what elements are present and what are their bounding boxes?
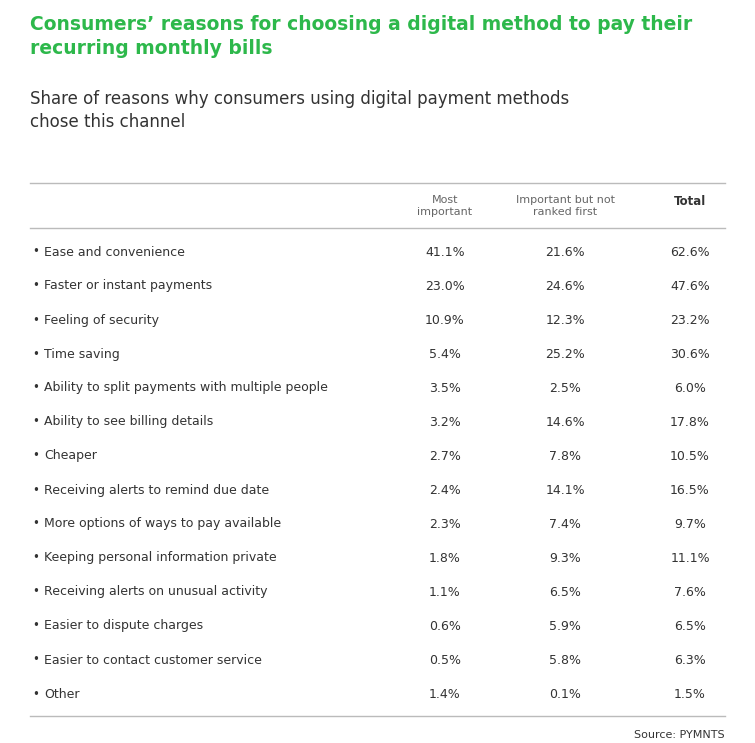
Text: Easier to dispute charges: Easier to dispute charges — [44, 620, 203, 632]
Text: 7.6%: 7.6% — [674, 585, 706, 599]
Text: 2.3%: 2.3% — [429, 518, 461, 531]
Text: 1.4%: 1.4% — [429, 687, 461, 701]
Text: 0.1%: 0.1% — [549, 687, 581, 701]
Text: Other: Other — [44, 687, 79, 701]
Text: 30.6%: 30.6% — [670, 348, 710, 360]
Text: •: • — [32, 518, 39, 531]
Text: •: • — [32, 314, 39, 326]
Text: 25.2%: 25.2% — [545, 348, 585, 360]
Text: Source: PYMNTS: Source: PYMNTS — [634, 730, 725, 740]
Text: 2.5%: 2.5% — [549, 381, 581, 395]
Text: 14.1%: 14.1% — [545, 484, 585, 496]
Text: Easier to contact customer service: Easier to contact customer service — [44, 654, 262, 666]
Text: 10.5%: 10.5% — [670, 450, 710, 462]
Text: 6.5%: 6.5% — [674, 620, 706, 632]
Text: •: • — [32, 687, 39, 701]
Text: 7.4%: 7.4% — [549, 518, 581, 531]
Text: Ease and convenience: Ease and convenience — [44, 245, 185, 259]
Text: 62.6%: 62.6% — [670, 245, 710, 259]
Text: •: • — [32, 585, 39, 599]
Text: Feeling of security: Feeling of security — [44, 314, 159, 326]
Text: 0.6%: 0.6% — [429, 620, 461, 632]
Text: 17.8%: 17.8% — [670, 415, 710, 429]
Text: More options of ways to pay available: More options of ways to pay available — [44, 518, 281, 531]
Text: •: • — [32, 484, 39, 496]
Text: •: • — [32, 654, 39, 666]
Text: 1.5%: 1.5% — [674, 687, 706, 701]
Text: Receiving alerts to remind due date: Receiving alerts to remind due date — [44, 484, 269, 496]
Text: Ability to see billing details: Ability to see billing details — [44, 415, 213, 429]
Text: •: • — [32, 279, 39, 293]
Text: 3.2%: 3.2% — [429, 415, 461, 429]
Text: Total: Total — [674, 195, 706, 208]
Text: 21.6%: 21.6% — [545, 245, 585, 259]
Text: 9.3%: 9.3% — [549, 551, 581, 565]
Text: 2.7%: 2.7% — [429, 450, 461, 462]
Text: •: • — [32, 381, 39, 395]
Text: •: • — [32, 348, 39, 360]
Text: 23.2%: 23.2% — [670, 314, 710, 326]
Text: 0.5%: 0.5% — [429, 654, 461, 666]
Text: Most
important: Most important — [418, 195, 473, 218]
Text: 6.0%: 6.0% — [674, 381, 706, 395]
Text: 47.6%: 47.6% — [670, 279, 710, 293]
Text: 14.6%: 14.6% — [545, 415, 585, 429]
Text: •: • — [32, 620, 39, 632]
Text: 12.3%: 12.3% — [545, 314, 585, 326]
Text: 3.5%: 3.5% — [429, 381, 461, 395]
Text: Consumers’ reasons for choosing a digital method to pay their
recurring monthly : Consumers’ reasons for choosing a digita… — [30, 15, 692, 58]
Text: 6.3%: 6.3% — [674, 654, 706, 666]
Text: Share of reasons why consumers using digital payment methods
chose this channel: Share of reasons why consumers using dig… — [30, 90, 569, 131]
Text: 7.8%: 7.8% — [549, 450, 581, 462]
Text: 16.5%: 16.5% — [670, 484, 710, 496]
Text: 1.1%: 1.1% — [429, 585, 461, 599]
Text: Important but not
ranked first: Important but not ranked first — [516, 195, 615, 218]
Text: •: • — [32, 450, 39, 462]
Text: Ability to split payments with multiple people: Ability to split payments with multiple … — [44, 381, 328, 395]
Text: 5.8%: 5.8% — [549, 654, 581, 666]
Text: 5.4%: 5.4% — [429, 348, 461, 360]
Text: Faster or instant payments: Faster or instant payments — [44, 279, 212, 293]
Text: 23.0%: 23.0% — [425, 279, 465, 293]
Text: 5.9%: 5.9% — [549, 620, 581, 632]
Text: Keeping personal information private: Keeping personal information private — [44, 551, 276, 565]
Text: 10.9%: 10.9% — [425, 314, 465, 326]
Text: Receiving alerts on unusual activity: Receiving alerts on unusual activity — [44, 585, 267, 599]
Text: 1.8%: 1.8% — [429, 551, 461, 565]
Text: 24.6%: 24.6% — [545, 279, 585, 293]
Text: Cheaper: Cheaper — [44, 450, 97, 462]
Text: 11.1%: 11.1% — [670, 551, 710, 565]
Text: 6.5%: 6.5% — [549, 585, 581, 599]
Text: •: • — [32, 415, 39, 429]
Text: Time saving: Time saving — [44, 348, 120, 360]
Text: •: • — [32, 551, 39, 565]
Text: 2.4%: 2.4% — [429, 484, 461, 496]
Text: 41.1%: 41.1% — [425, 245, 465, 259]
Text: •: • — [32, 245, 39, 259]
Text: 9.7%: 9.7% — [674, 518, 706, 531]
